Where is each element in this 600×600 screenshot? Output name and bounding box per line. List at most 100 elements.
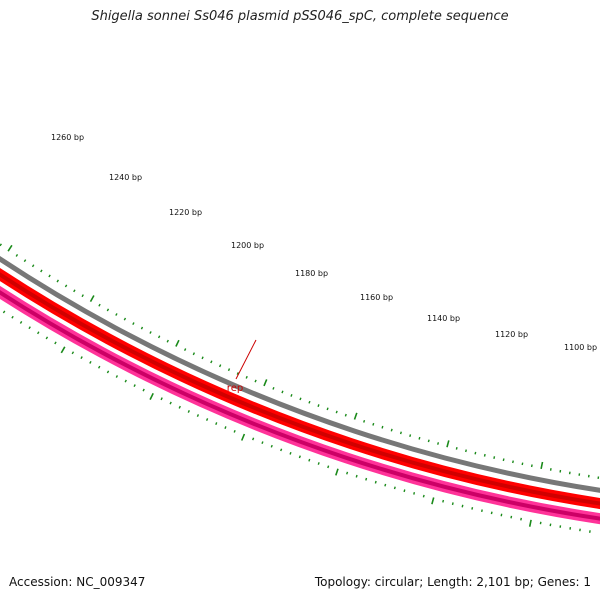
minor-tick: [290, 394, 293, 397]
minor-tick: [15, 254, 19, 257]
sequence-summary: Topology: circular; Length: 2,101 bp; Ge…: [314, 575, 591, 589]
minor-tick: [530, 464, 533, 468]
outer-tick-marks: [0, 243, 600, 480]
tick-label: 1100 bp: [564, 343, 597, 352]
tick-label: 1120 bp: [495, 330, 528, 339]
minor-tick: [89, 360, 92, 364]
forward-gene-track-core: [0, 272, 600, 506]
accession-label: Accession: NC_009347: [9, 575, 146, 589]
minor-tick: [413, 492, 416, 495]
minor-tick: [45, 336, 49, 340]
minor-tick: [281, 390, 284, 394]
minor-tick: [465, 449, 467, 453]
major-tick: [446, 440, 450, 448]
major-tick: [7, 244, 13, 252]
minor-tick: [418, 436, 421, 440]
minor-tick: [245, 375, 248, 379]
major-tick: [431, 497, 435, 505]
minor-tick: [81, 294, 84, 298]
minor-tick: [502, 458, 505, 462]
minor-tick: [270, 444, 273, 448]
minor-tick: [106, 308, 110, 312]
minor-tick: [335, 410, 338, 414]
minor-tick: [365, 477, 368, 481]
minor-tick: [73, 289, 76, 293]
minor-tick: [437, 442, 440, 445]
major-tick: [240, 433, 246, 441]
major-tick: [335, 468, 339, 476]
minor-tick: [28, 326, 31, 330]
minor-tick: [327, 465, 330, 469]
minor-tick: [272, 386, 275, 390]
minor-tick: [521, 462, 524, 466]
minor-tick: [422, 494, 425, 498]
minor-tick: [201, 356, 204, 360]
tick-labels: 1260 bp 1240 bp 1220 bp 1200 bp 1180 bp 1160 …: [51, 133, 597, 352]
minor-tick: [280, 448, 283, 452]
tick-label: 1140 bp: [427, 314, 460, 323]
minor-tick: [539, 521, 542, 525]
minor-tick: [64, 284, 68, 288]
minor-tick: [149, 331, 152, 334]
tick-label: 1200 bp: [231, 241, 264, 250]
minor-tick: [261, 441, 264, 445]
minor-tick: [409, 434, 412, 437]
minor-tick: [142, 388, 145, 392]
minor-tick: [346, 471, 349, 475]
minor-tick: [192, 352, 196, 356]
map-title: Shigella sonnei Ss046 plasmid pSS046_spC…: [91, 9, 509, 24]
minor-tick: [384, 483, 387, 487]
minor-tick: [390, 428, 393, 432]
minor-tick: [97, 365, 101, 369]
minor-tick: [326, 407, 329, 411]
minor-tick: [393, 486, 396, 490]
minor-tick: [115, 313, 118, 316]
minor-tick: [123, 317, 127, 321]
minor-tick: [2, 310, 6, 314]
minor-tick: [218, 364, 222, 368]
gene-label-rep: rep: [227, 383, 243, 394]
minor-tick: [19, 321, 23, 324]
minor-tick: [483, 453, 486, 457]
minor-tick: [31, 264, 35, 268]
minor-tick: [403, 489, 406, 493]
minor-tick: [166, 339, 169, 343]
minor-tick: [140, 326, 144, 330]
minor-tick: [124, 379, 127, 383]
minor-tick: [355, 474, 358, 478]
minor-tick: [317, 404, 320, 408]
minor-tick: [298, 455, 301, 459]
minor-tick: [500, 513, 503, 517]
minor-tick: [481, 509, 483, 513]
major-tick: [528, 519, 532, 527]
minor-tick: [308, 400, 311, 404]
major-tick: [540, 461, 544, 470]
minor-tick: [11, 315, 14, 319]
minor-tick: [308, 458, 311, 462]
minor-tick: [71, 351, 75, 355]
minor-tick: [442, 499, 445, 503]
minor-tick: [169, 401, 172, 405]
minor-tick: [160, 397, 163, 401]
minor-tick: [0, 243, 2, 247]
minor-tick: [132, 322, 135, 326]
minor-tick: [48, 274, 51, 278]
minor-tick: [187, 410, 190, 413]
minor-tick: [227, 368, 231, 372]
major-tick: [353, 412, 358, 420]
minor-tick: [254, 379, 257, 383]
minor-tick: [210, 360, 213, 364]
minor-tick: [510, 515, 513, 519]
major-tick: [263, 379, 268, 387]
minor-tick: [372, 422, 375, 426]
minor-tick: [233, 429, 236, 433]
minor-tick: [427, 439, 430, 443]
minor-tick: [399, 431, 402, 435]
minor-tick: [455, 447, 458, 450]
minor-tick: [381, 425, 384, 429]
tick-label: 1260 bp: [51, 133, 84, 142]
minor-tick: [40, 269, 43, 273]
minor-tick: [474, 451, 477, 455]
minor-tick: [178, 405, 181, 409]
